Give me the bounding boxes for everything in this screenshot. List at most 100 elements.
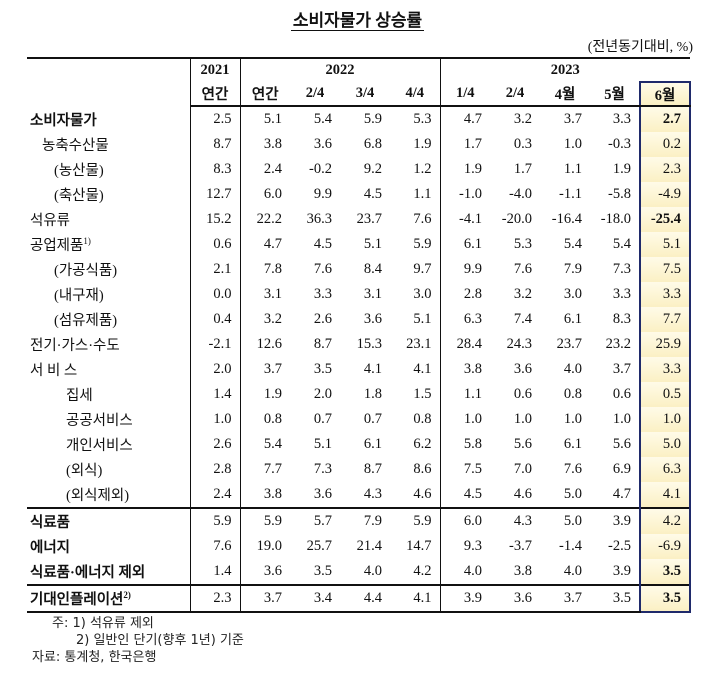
row-label: 에너지: [27, 534, 190, 559]
column-header: 연간: [189, 82, 240, 107]
row-label-text: 서 비 스: [30, 363, 78, 379]
row-label: 공업제품1): [27, 232, 190, 257]
cell: 12.7: [189, 182, 240, 207]
cell: -4.9: [638, 182, 692, 207]
cell: 2.3: [638, 157, 692, 182]
cell: 5.9: [390, 507, 440, 534]
cell: 6.3: [638, 457, 692, 482]
cell: 21.4: [356, 538, 382, 554]
row: 석유류 15.2 22.2 36.3 23.7 7.6 -4.1 -20.0 -16.4 -18.…: [27, 207, 692, 232]
cell: 4.0: [563, 563, 582, 579]
cell: 3.2: [513, 111, 532, 127]
row-label: 개인서비스: [27, 432, 190, 457]
cell: 7.6: [189, 534, 240, 559]
cell: 0.2: [638, 132, 692, 157]
row-label: (내구재): [27, 282, 190, 307]
cell: 7.5: [638, 257, 692, 282]
cell: 0.7: [313, 411, 332, 427]
cell: 1.4: [189, 382, 240, 407]
cell: 3.7: [540, 584, 590, 613]
cell: 6.1: [363, 436, 382, 452]
row-label-text: (외식제외): [66, 488, 130, 504]
cell: 3.3: [313, 286, 332, 302]
cell: 2.4: [239, 157, 290, 182]
cell: 7.8: [239, 257, 290, 282]
cell: 0.7: [363, 411, 382, 427]
cell: 23.7: [556, 336, 582, 352]
cell: 1.9: [439, 157, 490, 182]
cell: 9.2: [363, 161, 382, 177]
cell: 5.3: [513, 236, 532, 252]
year-header: 2023: [439, 57, 691, 82]
cell: 3.9: [590, 507, 640, 534]
row: 식료품·에너지 제외 1.4 3.6 3.5 4.0 4.2 4.0 3.8 4.0 3.9 3.5: [27, 559, 692, 585]
cell: 4.7: [439, 106, 490, 132]
row: (외식제외) 2.4 3.8 3.6 4.3 4.6 4.5 4.6 5.0 4.7 4.1: [27, 482, 692, 508]
cell: 12.6: [239, 332, 290, 357]
cell: 7.6: [513, 261, 532, 277]
cell: 4.1: [638, 482, 692, 508]
cell: 3.5: [590, 584, 640, 613]
title: 소비자물가 상승률: [0, 6, 715, 31]
cell: 3.5: [313, 361, 332, 377]
footnote: 주: 1) 석유류 제외: [52, 616, 154, 631]
cell: -18.0: [600, 211, 631, 227]
cell: 7.3: [313, 461, 332, 477]
cell: 2.1: [189, 257, 240, 282]
cell: 4.0: [363, 563, 382, 579]
cell: 2.3: [189, 584, 240, 613]
cell: 5.9: [363, 111, 382, 127]
cell: 7.6: [313, 261, 332, 277]
cell: 3.8: [239, 482, 290, 508]
cell: 4.3: [490, 507, 540, 534]
row-label-text: 식료품: [30, 515, 71, 531]
cell: 3.6: [490, 584, 540, 613]
cell: 0.0: [189, 282, 240, 307]
cell: -1.1: [559, 186, 582, 202]
row: 전기·가스·수도 -2.1 12.6 8.7 15.3 23.1 28.4 24.3 23.7 2…: [27, 332, 692, 357]
cell: 3.3: [612, 286, 631, 302]
row-label-text: 전기·가스·수도: [30, 338, 120, 354]
row: 식료품 5.9 5.9 5.7 7.9 5.9 6.0 4.3 5.0 3.9 4.2: [27, 507, 692, 534]
cell: -20.0: [501, 211, 532, 227]
cell: 8.3: [612, 311, 631, 327]
cell: 3.6: [313, 486, 332, 502]
cell: 3.3: [612, 111, 631, 127]
cell: 4.7: [239, 232, 290, 257]
cell: 7.6: [413, 211, 432, 227]
cell: 4.5: [363, 186, 382, 202]
row-label: 식료품·에너지 제외: [27, 559, 190, 585]
cell: 7.7: [239, 457, 290, 482]
column-header: 3/4: [340, 82, 390, 107]
column-header: 2/4: [290, 82, 340, 107]
unit: (전년동기대비, %): [587, 40, 693, 55]
cell: 7.3: [612, 261, 631, 277]
row-label: 전기·가스·수도: [27, 332, 190, 357]
title-text: 소비자물가 상승률: [290, 11, 425, 31]
cell: 9.9: [313, 186, 332, 202]
year-header: 2021: [189, 57, 240, 82]
cell: 5.8: [439, 432, 490, 457]
row-label: (농산물): [27, 157, 190, 182]
column-header: 연간: [239, 82, 290, 107]
cell: 1.9: [239, 382, 290, 407]
cell: -2.5: [608, 538, 631, 554]
cell: 8.3: [189, 157, 240, 182]
cell: 1.8: [363, 386, 382, 402]
cell: 5.1: [363, 236, 382, 252]
row-label-text: (축산물): [54, 188, 104, 204]
cell: 15.3: [356, 336, 382, 352]
corner: [27, 57, 190, 106]
row-label: (섬유제품): [27, 307, 190, 332]
row-label-text: 소비자물가: [30, 112, 97, 129]
cell: 9.7: [413, 261, 432, 277]
row: (섬유제품) 0.4 3.2 2.6 3.6 5.1 6.3 7.4 6.1 8.3 7.7: [27, 307, 692, 332]
cell: 7.0: [513, 461, 532, 477]
cell: 8.7: [363, 461, 382, 477]
cell: 4.7: [612, 486, 631, 502]
cell: 1.1: [413, 186, 432, 202]
cell: 36.3: [306, 211, 332, 227]
cell: 1.0: [439, 407, 490, 432]
cell: 3.6: [363, 311, 382, 327]
cell: 7.9: [563, 261, 582, 277]
